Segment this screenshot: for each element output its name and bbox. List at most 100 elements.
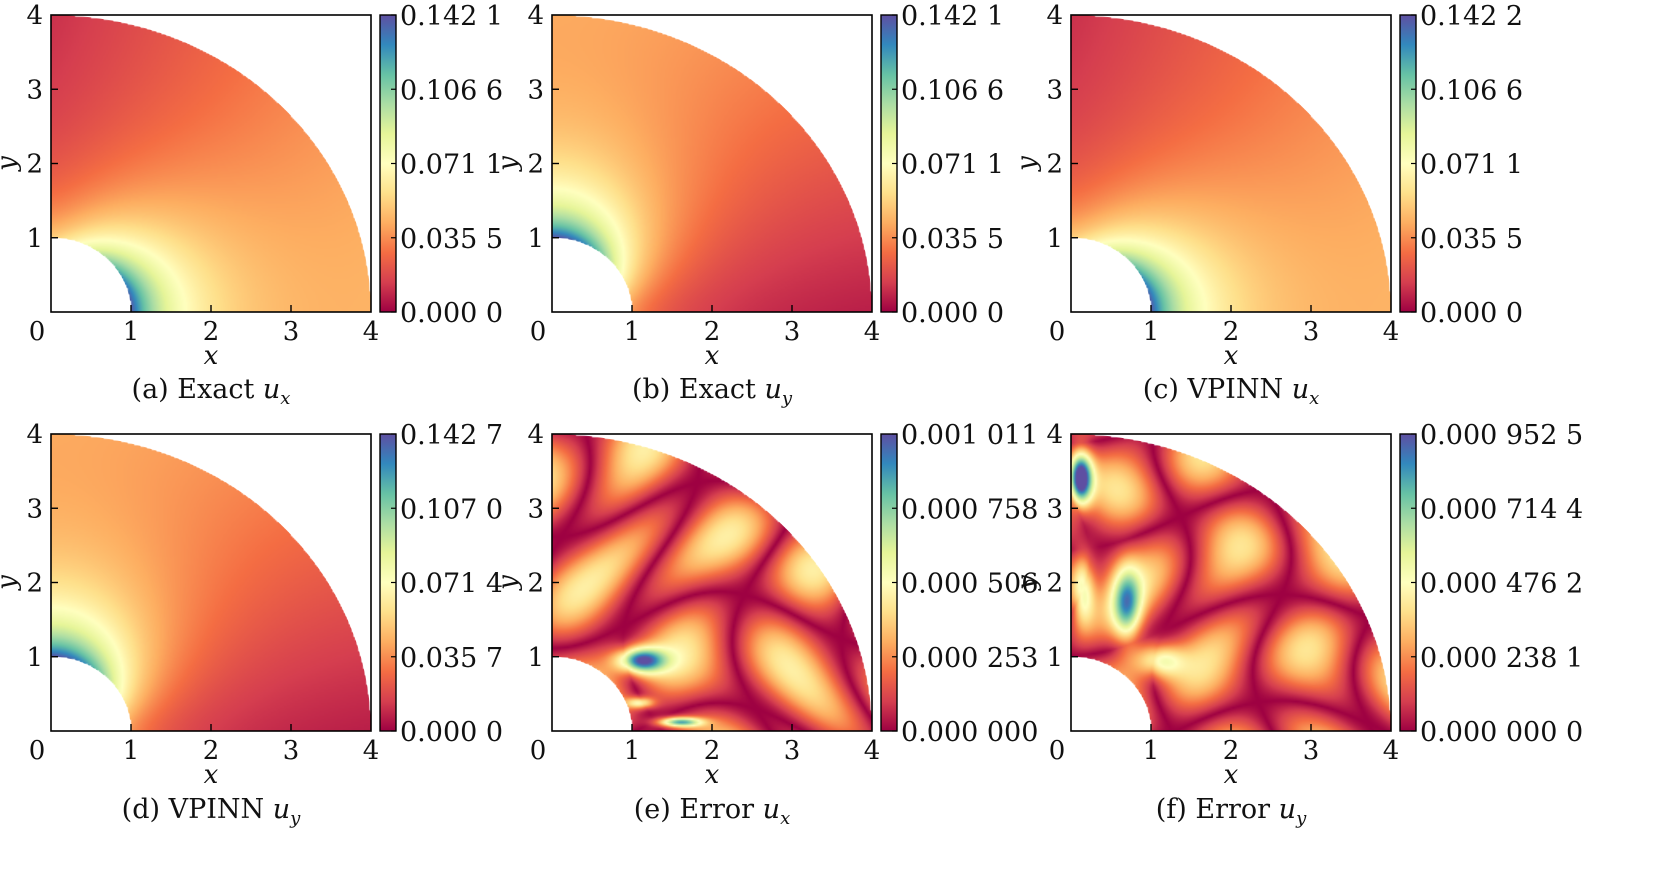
- y-tick-label: 1: [1046, 643, 1063, 673]
- panel-caption: (c) VPINN ux: [1143, 374, 1319, 409]
- panel-d: 0 1 2 3 4 1 2 3 4 x y 0.142 7 0.107 0 0.071 4 0.035 7 0…: [0, 420, 503, 829]
- colorbar-tick-label: 0.000 714 4: [1420, 494, 1583, 525]
- colorbar-tick-label: 0.106 6: [901, 75, 1004, 106]
- x-tick-label: 4: [864, 736, 881, 766]
- y-tick-label: 1: [26, 643, 43, 673]
- colorbar-tick-label: 0.035 5: [1420, 224, 1523, 255]
- x-tick-label: 1: [123, 736, 140, 766]
- colorbar-tick-label: 0.142 2: [1420, 1, 1523, 32]
- y-tick-label: 3: [1046, 75, 1063, 105]
- panel-e: 0 1 2 3 4 1 2 3 4 x y 0.001 011 0.000 758 0.000 506 0.…: [493, 420, 1038, 829]
- colorbar-tick-label: 0.142 7: [400, 420, 503, 451]
- x-tick-label: 4: [363, 317, 380, 347]
- y-tick-label: 3: [527, 75, 544, 105]
- x-tick-label: 1: [624, 317, 641, 347]
- colorbar-tick-label: 0.107 0: [400, 494, 503, 525]
- panel-b: 0 1 2 3 4 1 2 3 4 x y 0.142 1 0.106 6 0.071 1 0.035 5 0…: [493, 1, 1004, 409]
- colorbar-tick-label: 0.106 6: [400, 75, 503, 106]
- y-tick-label: 1: [527, 643, 544, 673]
- x-tick-label: 3: [784, 317, 801, 347]
- y-tick-label: 2: [26, 150, 43, 180]
- y-tick-label: 1: [26, 224, 43, 254]
- x-tick-label: 0: [29, 736, 46, 766]
- panel-c: 0 1 2 3 4 1 2 3 4 x y 0.142 2 0.106 6 0.071 1 0.035 5 0…: [1012, 1, 1523, 409]
- x-tick-label: 3: [283, 317, 300, 347]
- heatmap-field: [51, 434, 371, 731]
- colorbar-tick-label: 0.000 476 2: [1420, 569, 1583, 600]
- panel-f: 0 1 2 3 4 1 2 3 4 x y 0.000 952 5 0.000 714 4 0.000 4…: [1012, 420, 1583, 829]
- colorbar-tick-label: 0.142 1: [400, 1, 503, 32]
- x-tick-label: 2: [203, 736, 220, 766]
- panel-caption: (e) Error ux: [634, 794, 790, 829]
- y-tick-label: 4: [1046, 420, 1063, 450]
- x-axis-label: x: [1224, 760, 1239, 790]
- y-tick-label: 2: [1046, 150, 1063, 180]
- heatmap-field: [1071, 15, 1391, 312]
- colorbar-tick-label: 0.000 238 1: [1420, 643, 1583, 674]
- y-tick-label: 3: [1046, 494, 1063, 524]
- colorbar-tick-label: 0.071 1: [901, 150, 1004, 181]
- colorbar-tick-label: 0.001 011: [901, 420, 1038, 451]
- colorbar-tick-label: 0.035 5: [901, 224, 1004, 255]
- y-tick-label: 4: [26, 420, 43, 450]
- x-tick-label: 0: [530, 736, 547, 766]
- y-axis-label: y: [0, 156, 22, 172]
- y-tick-label: 4: [26, 1, 43, 31]
- x-tick-label: 3: [1303, 317, 1320, 347]
- x-tick-label: 3: [784, 736, 801, 766]
- y-axis-label: y: [1012, 156, 1042, 172]
- colorbar-tick-label: 0.106 6: [1420, 75, 1523, 106]
- heatmap-field: [1071, 434, 1391, 731]
- colorbar-tick-label: 0.071 1: [400, 150, 503, 181]
- colorbar-tick-label: 0.142 1: [901, 1, 1004, 32]
- heatmap-field: [552, 434, 872, 731]
- colorbar-tick-label: 0.000 506: [901, 569, 1038, 600]
- colorbar-tick-label: 0.035 5: [400, 224, 503, 255]
- x-tick-label: 2: [203, 317, 220, 347]
- x-tick-label: 4: [864, 317, 881, 347]
- y-axis-label: y: [493, 575, 523, 591]
- y-tick-label: 4: [1046, 1, 1063, 31]
- x-tick-label: 2: [704, 317, 721, 347]
- y-tick-label: 4: [527, 420, 544, 450]
- x-tick-label: 1: [624, 736, 641, 766]
- colorbar-tick-label: 0.000 758: [901, 494, 1038, 525]
- y-axis-label: y: [1012, 575, 1042, 591]
- x-tick-label: 2: [1223, 317, 1240, 347]
- y-axis-label: y: [0, 575, 22, 591]
- x-tick-label: 3: [1303, 736, 1320, 766]
- colorbar-tick-label: 0.000 0: [1420, 298, 1523, 329]
- x-tick-label: 2: [704, 736, 721, 766]
- y-tick-label: 2: [26, 569, 43, 599]
- panel-caption: (f) Error uy: [1156, 794, 1307, 829]
- x-tick-label: 1: [123, 317, 140, 347]
- colorbar-tick-label: 0.000 000 0: [1420, 717, 1583, 748]
- y-tick-label: 1: [527, 224, 544, 254]
- y-tick-label: 4: [527, 1, 544, 31]
- x-tick-label: 4: [1383, 317, 1400, 347]
- panel-caption: (b) Exact uy: [632, 374, 793, 409]
- x-tick-label: 1: [1143, 317, 1160, 347]
- x-tick-label: 3: [283, 736, 300, 766]
- x-tick-label: 0: [1049, 317, 1066, 347]
- y-tick-label: 3: [26, 75, 43, 105]
- panel-caption: (a) Exact ux: [132, 374, 291, 409]
- x-tick-label: 0: [530, 317, 547, 347]
- colorbar-tick-label: 0.000 952 5: [1420, 420, 1583, 451]
- x-axis-label: x: [705, 341, 720, 371]
- x-tick-label: 0: [1049, 736, 1066, 766]
- y-tick-label: 2: [527, 569, 544, 599]
- colorbar-tick-label: 0.035 7: [400, 643, 503, 674]
- x-tick-label: 1: [1143, 736, 1160, 766]
- x-tick-label: 0: [29, 317, 46, 347]
- heatmap-field: [552, 15, 872, 312]
- x-tick-label: 4: [1383, 736, 1400, 766]
- y-axis-label: y: [493, 156, 523, 172]
- x-axis-label: x: [1224, 341, 1239, 371]
- y-tick-label: 2: [527, 150, 544, 180]
- y-tick-label: 2: [1046, 569, 1063, 599]
- colorbar-tick-label: 0.071 4: [400, 569, 503, 600]
- panel-a: 0 1 2 3 4 1 2 3 4 x y 0.142 1 0.106 6 0.071 1 0.035 5 0…: [0, 1, 503, 409]
- panel-caption: (d) VPINN uy: [122, 794, 302, 829]
